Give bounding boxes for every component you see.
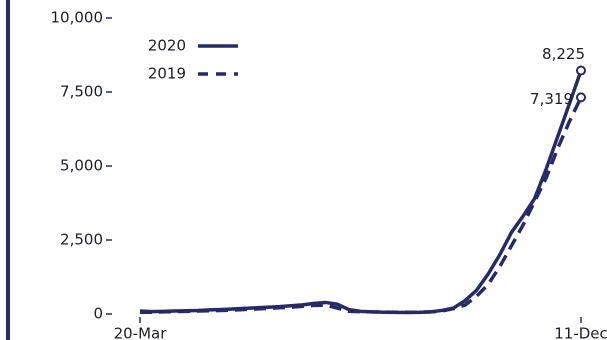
value-label: 7,319 [530, 90, 573, 108]
y-tick-label: 10,000 [51, 9, 104, 27]
y-tick-label: 5,000 [60, 157, 103, 175]
value-label: 8,225 [542, 45, 585, 63]
y-tick-label: 2,500 [60, 231, 103, 249]
end-marker [576, 65, 586, 76]
y-tick-label: 7,500 [60, 83, 103, 101]
legend-label: 2020 [148, 37, 186, 55]
series-line [140, 96, 583, 314]
side-bar [6, 0, 10, 340]
legend-label: 2019 [148, 65, 186, 83]
end-marker [576, 92, 586, 103]
x-tick-label: 20-Mar [114, 325, 168, 340]
series-line [139, 69, 583, 315]
x-tick-label: 11-Dec [554, 325, 607, 340]
y-tick-label: 0 [93, 305, 103, 323]
